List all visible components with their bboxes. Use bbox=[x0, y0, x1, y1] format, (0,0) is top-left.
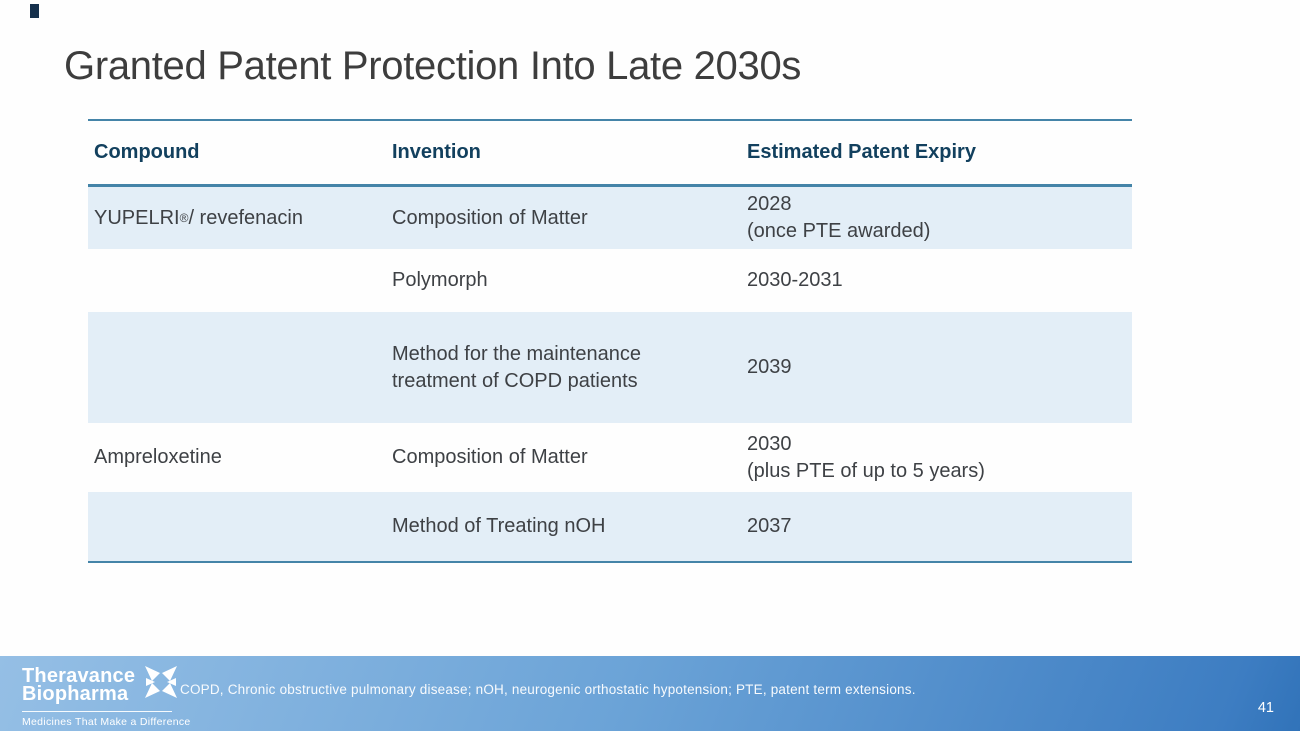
logo-tagline: Medicines That Make a Difference bbox=[22, 716, 191, 728]
logo-wordmark: Theravance Biopharma bbox=[22, 664, 136, 705]
table-header-row: Compound Invention Estimated Patent Expi… bbox=[88, 121, 1132, 187]
logo-line1: Theravance bbox=[22, 664, 136, 687]
cell-expiry: 2039 bbox=[747, 356, 792, 378]
cell-invention: Method for the maintenance treatment of … bbox=[392, 342, 642, 392]
cell-compound bbox=[88, 249, 386, 312]
cell-expiry: 2028 (once PTE awarded) bbox=[747, 193, 931, 242]
cell-expiry: 2030 (plus PTE of up to 5 years) bbox=[747, 432, 985, 482]
cell-expiry: 2030-2031 bbox=[747, 269, 843, 291]
cell-invention: Polymorph bbox=[392, 269, 488, 291]
cell-compound bbox=[88, 492, 386, 561]
table-body: YUPELRI ® / revefenacin Composition of Mat… bbox=[88, 187, 1132, 561]
patent-table: Compound Invention Estimated Patent Expi… bbox=[88, 119, 1132, 563]
logo-line2: Biopharma bbox=[22, 682, 129, 705]
table-row: Method of Treating nOH 2037 bbox=[88, 492, 1132, 561]
cell-compound: Ampreloxetine bbox=[94, 446, 222, 468]
cell-expiry: 2037 bbox=[747, 515, 792, 537]
header-estimated-patent-expiry: Estimated Patent Expiry bbox=[747, 141, 976, 163]
cell-compound: YUPELRI ® / revefenacin bbox=[94, 206, 303, 229]
table-row: Method for the maintenance treatment of … bbox=[88, 312, 1132, 423]
logo-divider bbox=[22, 711, 172, 712]
table-row: Polymorph 2030-2031 bbox=[88, 249, 1132, 312]
slide-title: Granted Patent Protection Into Late 2030… bbox=[64, 44, 802, 88]
slide-corner-mark bbox=[30, 4, 39, 18]
header-invention: Invention bbox=[392, 141, 481, 163]
cell-invention: Composition of Matter bbox=[392, 446, 588, 468]
header-compound: Compound bbox=[94, 141, 200, 163]
theravance-biopharma-logo: Theravance Biopharma bbox=[22, 662, 191, 728]
table-row: YUPELRI ® / revefenacin Composition of Mat… bbox=[88, 187, 1132, 249]
cell-invention: Composition of Matter bbox=[392, 206, 588, 229]
footnote-text: COPD, Chronic obstructive pulmonary dise… bbox=[180, 682, 916, 697]
cell-compound bbox=[88, 312, 386, 423]
footer-band: Theravance Biopharma bbox=[0, 656, 1300, 731]
page-number: 41 bbox=[1257, 700, 1274, 716]
cell-invention: Method of Treating nOH bbox=[392, 515, 606, 537]
table-row: Ampreloxetine Composition of Matter 2030 (… bbox=[88, 423, 1132, 492]
starburst-icon bbox=[141, 662, 181, 707]
